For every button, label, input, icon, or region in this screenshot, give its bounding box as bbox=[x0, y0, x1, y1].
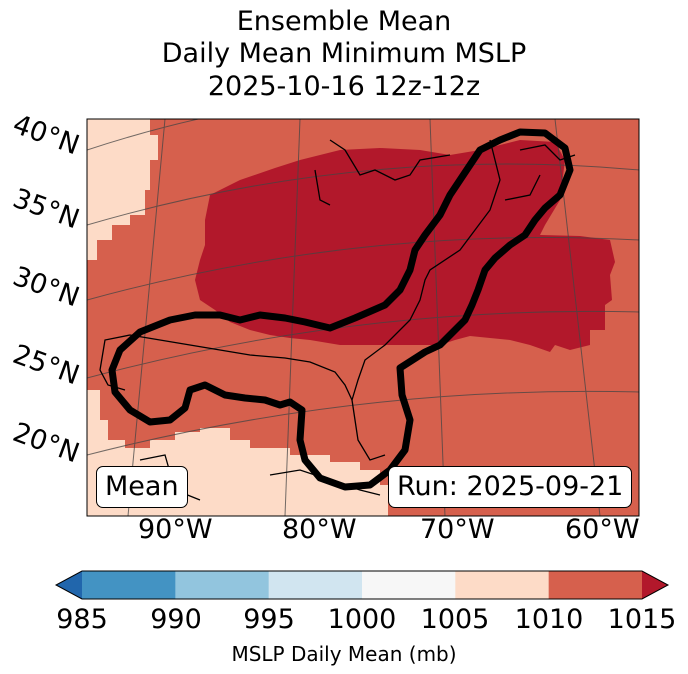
graticule-lat-30 bbox=[87, 237, 639, 301]
colorbar-label: MSLP Daily Mean (mb) bbox=[231, 642, 457, 666]
run-label: Run: 2025-09-21 bbox=[388, 466, 633, 508]
colorbar-tick-1000: 1000 bbox=[327, 604, 397, 635]
lon-label-60: 60°W bbox=[565, 514, 640, 545]
graticule-lon-90 bbox=[127, 119, 166, 516]
colorbar-segment bbox=[82, 571, 176, 599]
graticule-lat-35 bbox=[87, 163, 639, 226]
title-line-3: 2025-10-16 12z-12z bbox=[207, 71, 481, 102]
graticule-lat-25 bbox=[87, 310, 639, 379]
mslp-contour bbox=[108, 128, 574, 491]
lon-label-70: 70°W bbox=[420, 514, 495, 545]
colorbar-tick-1015: 1015 bbox=[607, 604, 677, 635]
colorbar-extend-high bbox=[642, 571, 668, 599]
colorbar-segment bbox=[548, 571, 643, 599]
graticule-lat-40 bbox=[87, 119, 201, 151]
coastline-east-us bbox=[351, 139, 501, 461]
mean-label: Mean bbox=[96, 466, 188, 508]
title-line-2: Daily Mean Minimum MSLP bbox=[161, 38, 527, 69]
coastlines bbox=[99, 139, 576, 501]
colorbar-tick-1010: 1010 bbox=[514, 604, 584, 635]
colorbar-segment bbox=[175, 571, 270, 599]
pressure-field-high bbox=[195, 140, 615, 352]
colorbar-segment bbox=[455, 571, 550, 599]
pressure-field-low-northwest bbox=[87, 119, 158, 260]
coastline-great-lakes bbox=[314, 139, 451, 206]
colorbar bbox=[54, 570, 670, 600]
colorbar-tick-985: 985 bbox=[56, 604, 108, 635]
colorbar-outline bbox=[54, 570, 670, 600]
lon-label-80: 80°W bbox=[282, 514, 357, 545]
colorbar-segment bbox=[362, 571, 456, 599]
coastline-gulf bbox=[99, 334, 353, 401]
graticule-lat-20 bbox=[87, 390, 639, 456]
colorbar-segment bbox=[268, 571, 363, 599]
colorbar-tick-990: 990 bbox=[150, 604, 202, 635]
map-frame bbox=[86, 118, 640, 517]
colorbar-tick-1005: 1005 bbox=[420, 604, 490, 635]
colorbar-tick-995: 995 bbox=[243, 604, 295, 635]
graticule-lon-70 bbox=[429, 119, 446, 516]
lon-label-90: 90°W bbox=[138, 514, 213, 545]
title-line-1: Ensemble Mean bbox=[236, 6, 452, 37]
colorbar-extend-low bbox=[56, 571, 82, 599]
